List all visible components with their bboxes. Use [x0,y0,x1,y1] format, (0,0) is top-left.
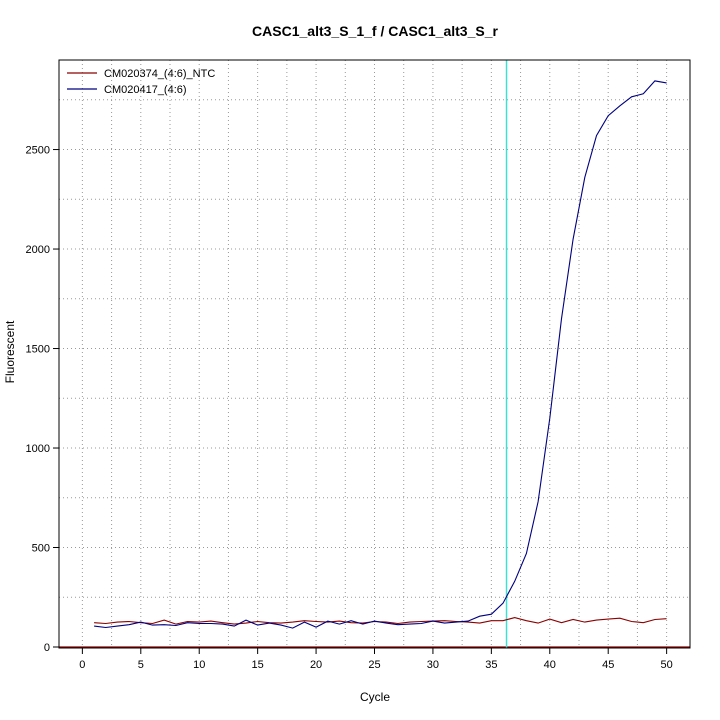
legend-entry-2: CM020417_(4:6) [104,84,187,96]
x-tick-label: 30 [427,659,439,671]
series-line-2 [94,80,667,629]
y-tick-label: 1500 [26,344,50,356]
x-tick-label: 40 [544,659,556,671]
legend-entry-1: CM020374_(4:6)_NTC [104,68,215,80]
y-tick-label: 500 [32,543,50,555]
y-axis-label: Fluorescent [3,320,17,383]
x-tick-label: 50 [661,659,673,671]
x-tick-label: 10 [193,659,205,671]
x-tick-label: 5 [138,659,144,671]
x-tick-label: 20 [310,659,322,671]
y-tick-label: 2500 [26,145,50,157]
x-tick-label: 15 [252,659,264,671]
x-tick-label: 35 [485,659,497,671]
series-lines [94,80,667,629]
x-tick-label: 25 [368,659,380,671]
threshold-line-group [59,60,690,648]
legend: CM020374_(4:6)_NTC CM020417_(4:6) [67,68,215,96]
x-tick-label: 45 [602,659,614,671]
chart-title: CASC1_alt3_S_1_f / CASC1_alt3_S_r [252,23,498,39]
y-tick-label: 2000 [26,244,50,256]
x-axis-label: Cycle [360,690,390,704]
x-tick-label: 0 [79,659,85,671]
y-tick-label: 0 [44,642,50,654]
y-tick-label: 1000 [26,443,50,455]
